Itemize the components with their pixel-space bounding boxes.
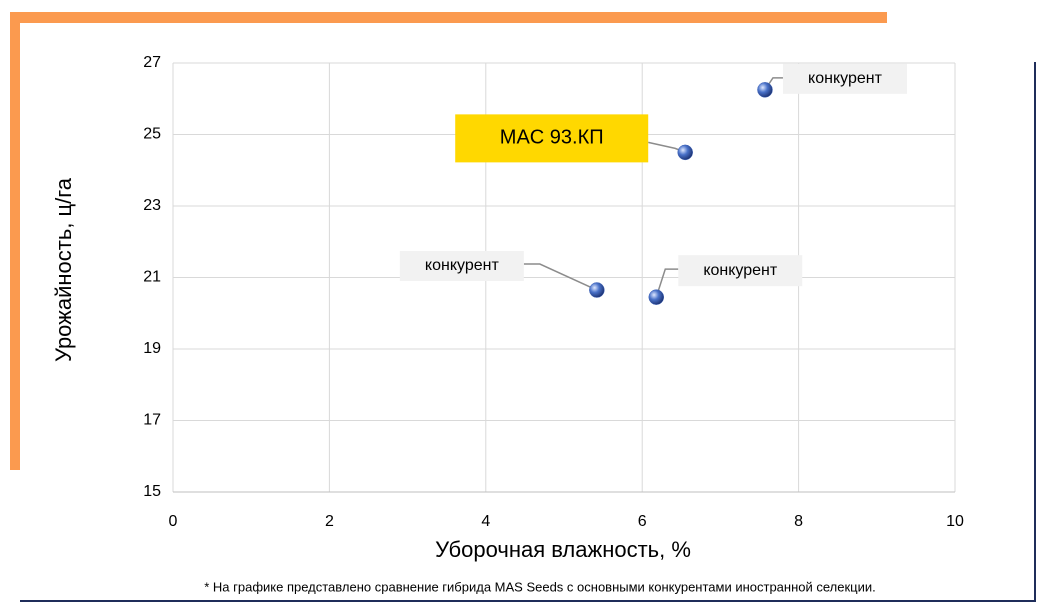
point — [677, 144, 693, 161]
y-tick-label: 15 — [143, 483, 161, 500]
y-tick-label: 21 — [143, 269, 161, 286]
frame-left — [10, 12, 20, 470]
x-tick-label: 10 — [946, 513, 964, 530]
x-tick-label: 0 — [169, 513, 178, 530]
frame-top — [10, 12, 887, 23]
x-tick-label: 4 — [481, 513, 490, 530]
point-label: конкурент — [808, 70, 883, 87]
label-box — [782, 63, 907, 94]
footnote: * На графике представлено сравнение гибр… — [204, 579, 876, 594]
y-tick-label: 17 — [143, 412, 161, 429]
y-tick-label: 23 — [143, 197, 161, 214]
point — [648, 289, 665, 305]
leader-line — [655, 268, 679, 298]
y-tick-label: 19 — [143, 340, 161, 357]
label-box — [455, 114, 649, 163]
label-box — [678, 255, 803, 287]
point-label: MAC 93.КП — [500, 127, 604, 149]
point-label: конкурент — [703, 262, 778, 279]
x-tick-label: 2 — [325, 513, 334, 530]
x-axis-title: Уборочная влажность, % — [435, 537, 691, 562]
leader-line — [523, 263, 598, 291]
panel — [20, 23, 1030, 598]
point — [589, 282, 605, 298]
label-box — [399, 251, 524, 282]
x-tick-label: 6 — [638, 513, 647, 530]
x-tick-label: 8 — [794, 513, 803, 530]
point-label: конкурент — [425, 257, 500, 274]
point — [757, 82, 773, 98]
y-axis-title: Урожайность, ц/га — [51, 177, 76, 362]
y-tick-label: 25 — [143, 126, 161, 143]
y-tick-label: 27 — [143, 54, 161, 71]
